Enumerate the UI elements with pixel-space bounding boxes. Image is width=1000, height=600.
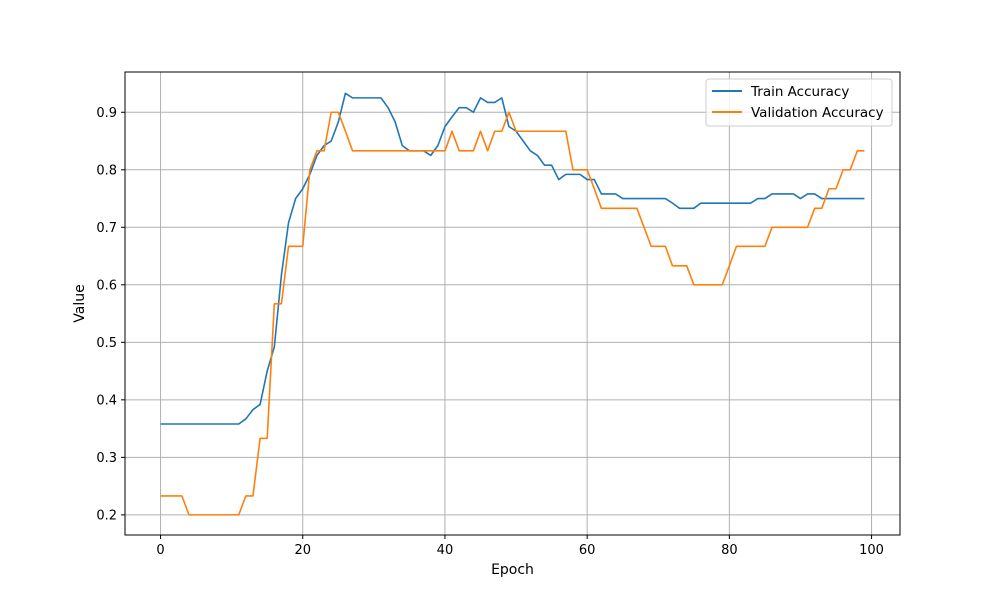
y-tick-label: 0.2 <box>96 508 117 523</box>
y-tick-label: 0.6 <box>96 278 117 293</box>
plot-frame <box>124 71 901 536</box>
y-axis-label: Value <box>72 284 88 322</box>
x-tick-label: 0 <box>156 543 164 558</box>
x-tick-label: 80 <box>721 543 738 558</box>
series-line-validation-accuracy <box>160 111 865 516</box>
axis-ticks: 0 20 40 60 80 100 0.2 0.3 0.4 0.5 0.6 0.7 0.8 0.9 <box>96 106 884 558</box>
y-tick-label: 0.3 <box>96 451 117 466</box>
x-tick-label: 20 <box>294 543 311 558</box>
y-tick-label: 0.9 <box>96 106 117 121</box>
series-lines <box>160 92 865 516</box>
x-tick-label: 40 <box>437 543 454 558</box>
series-line-train-accuracy <box>160 92 865 425</box>
x-tick-label: 100 <box>859 543 884 558</box>
legend-label-validation-accuracy: Validation Accuracy <box>751 105 884 121</box>
legend: Train Accuracy Validation Accuracy <box>705 78 893 127</box>
x-tick-label: 60 <box>579 543 596 558</box>
y-tick-label: 0.4 <box>96 393 117 408</box>
legend-box <box>705 78 893 127</box>
y-tick-label: 0.5 <box>96 336 117 351</box>
x-axis-label: Epoch <box>491 562 534 578</box>
legend-label-train-accuracy: Train Accuracy <box>750 84 849 100</box>
y-tick-label: 0.7 <box>96 221 117 236</box>
y-tick-label: 0.8 <box>96 163 117 178</box>
